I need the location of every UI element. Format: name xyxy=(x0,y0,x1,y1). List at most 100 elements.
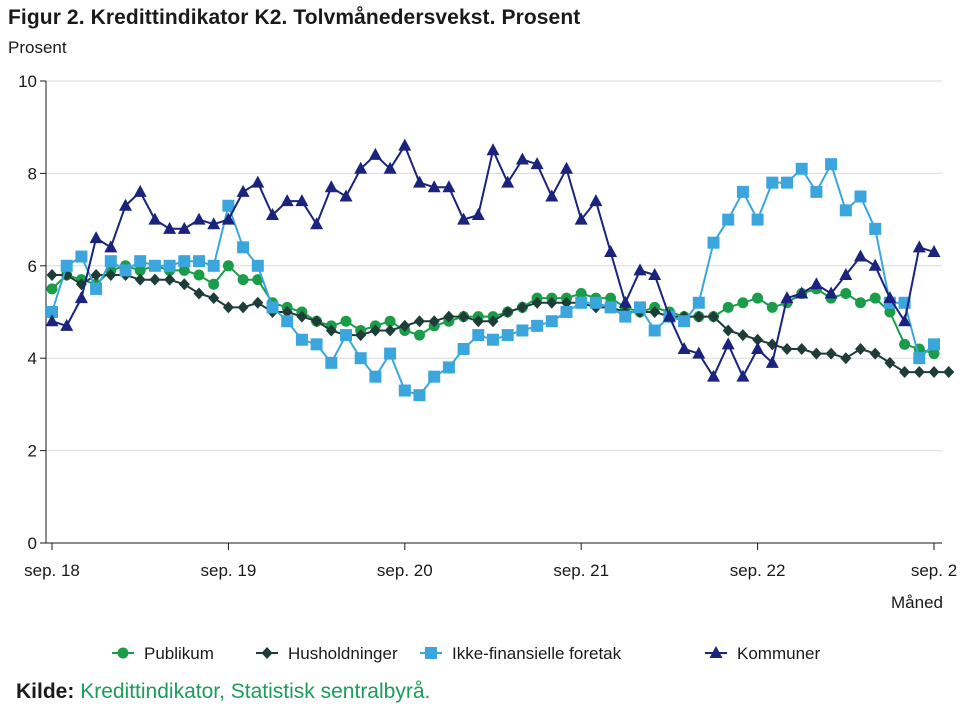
data-point-ikke-finansielle-foretak xyxy=(442,361,455,374)
data-point-husholdninger xyxy=(164,273,176,286)
data-point-husholdninger xyxy=(840,352,852,365)
data-point-kommuner xyxy=(633,263,647,276)
x-tick-label: sep. 19 xyxy=(201,561,257,580)
data-point-kommuner xyxy=(780,291,794,304)
data-point-husholdninger xyxy=(899,366,911,379)
legend: Publikum Husholdninger Ikke-finansielle fo… xyxy=(112,644,820,663)
data-point-ikke-finansielle-foretak xyxy=(604,301,617,314)
data-point-ikke-finansielle-foretak xyxy=(75,250,88,263)
data-point-ikke-finansielle-foretak xyxy=(692,296,705,309)
data-point-husholdninger xyxy=(752,333,764,346)
data-point-kommuner xyxy=(868,258,882,271)
data-point-kommuner xyxy=(589,194,603,207)
data-point-publikum xyxy=(340,315,352,327)
data-point-ikke-finansielle-foretak xyxy=(295,333,308,346)
data-point-kommuner xyxy=(501,175,515,188)
data-point-kommuner xyxy=(339,189,353,202)
data-point-ikke-finansielle-foretak xyxy=(193,255,205,268)
data-point-publikum xyxy=(575,288,587,300)
data-point-ikke-finansielle-foretak xyxy=(148,259,161,272)
data-point-publikum xyxy=(752,292,764,304)
data-point-husholdninger xyxy=(105,269,117,282)
legend-label: Publikum xyxy=(144,644,214,663)
data-point-ikke-finansielle-foretak xyxy=(736,185,749,198)
data-point-kommuner xyxy=(736,369,750,382)
legend-marker xyxy=(709,646,723,658)
data-point-ikke-finansielle-foretak xyxy=(222,199,235,212)
data-point-kommuner xyxy=(898,314,912,327)
data-point-husholdninger xyxy=(546,296,558,309)
data-point-ikke-finansielle-foretak xyxy=(810,185,823,198)
data-point-kommuner xyxy=(707,369,720,382)
data-point-publikum xyxy=(384,315,396,327)
data-point-kommuner xyxy=(148,212,162,225)
data-point-husholdninger xyxy=(928,366,940,379)
data-point-kommuner xyxy=(310,217,324,230)
data-point-ikke-finansielle-foretak xyxy=(251,259,264,272)
data-point-kommuner xyxy=(177,221,191,234)
y-tick-label: 10 xyxy=(18,72,37,91)
data-point-ikke-finansielle-foretak xyxy=(928,338,940,351)
data-point-husholdninger xyxy=(884,356,896,369)
data-point-husholdninger xyxy=(781,342,793,355)
data-point-husholdninger xyxy=(414,315,425,328)
data-point-ikke-finansielle-foretak xyxy=(501,329,514,342)
data-point-kommuner xyxy=(692,346,706,359)
data-point-husholdninger xyxy=(134,273,146,286)
legend-label: Kommuner xyxy=(737,644,820,663)
data-point-publikum xyxy=(737,297,749,309)
data-point-publikum xyxy=(252,274,264,286)
data-point-kommuner xyxy=(74,291,88,304)
data-point-publikum xyxy=(899,338,911,350)
data-point-kommuner xyxy=(677,341,691,354)
data-point-husholdninger xyxy=(561,296,572,309)
data-point-publikum xyxy=(193,269,205,281)
data-point-kommuner xyxy=(574,212,588,225)
source-line: Kilde: Kredittindikator, Statistisk sent… xyxy=(16,680,430,704)
data-point-husholdninger xyxy=(428,315,440,328)
data-point-ikke-finansielle-foretak xyxy=(340,329,352,342)
data-point-ikke-finansielle-foretak xyxy=(310,338,323,351)
x-axis-label: Måned xyxy=(891,593,943,612)
data-point-ikke-finansielle-foretak xyxy=(134,255,147,268)
data-point-kommuner xyxy=(839,268,853,281)
data-point-ikke-finansielle-foretak xyxy=(648,324,661,337)
data-point-husholdninger xyxy=(722,324,734,337)
data-point-ikke-finansielle-foretak xyxy=(457,342,470,355)
data-point-husholdninger xyxy=(825,347,837,360)
data-point-husholdninger xyxy=(855,342,866,355)
data-point-kommuner xyxy=(295,194,309,207)
series-kommuner xyxy=(45,138,941,382)
data-point-kommuner xyxy=(457,212,471,225)
data-point-ikke-finansielle-foretak xyxy=(545,315,558,328)
data-point-ikke-finansielle-foretak xyxy=(384,347,397,360)
data-point-husholdninger xyxy=(737,329,749,342)
data-point-husholdninger xyxy=(178,278,190,291)
data-point-ikke-finansielle-foretak xyxy=(869,222,882,235)
data-point-kommuner xyxy=(163,221,177,234)
data-point-ikke-finansielle-foretak xyxy=(854,190,867,203)
data-point-publikum xyxy=(928,348,940,360)
data-point-ikke-finansielle-foretak xyxy=(678,315,691,328)
legend-marker xyxy=(425,647,437,659)
data-point-ikke-finansielle-foretak xyxy=(207,259,220,272)
y-tick-label: 4 xyxy=(28,349,37,368)
data-point-kommuner xyxy=(383,161,397,174)
data-point-publikum xyxy=(722,301,734,313)
data-point-kommuner xyxy=(324,180,338,193)
data-point-husholdninger xyxy=(810,347,822,360)
data-point-kommuner xyxy=(427,180,441,193)
source-label: Kilde: xyxy=(16,680,75,703)
data-point-kommuner xyxy=(45,314,59,327)
data-point-husholdninger xyxy=(531,296,543,309)
data-point-kommuner xyxy=(765,355,779,368)
legend-marker xyxy=(117,647,129,659)
data-point-kommuner xyxy=(648,268,662,281)
legend-item-kommuner: Kommuner xyxy=(705,644,820,663)
data-point-kommuner xyxy=(133,184,147,197)
data-point-husholdninger xyxy=(237,301,249,314)
data-point-husholdninger xyxy=(943,366,955,379)
data-point-ikke-finansielle-foretak xyxy=(354,352,367,365)
data-point-kommuner xyxy=(545,189,559,202)
data-point-ikke-finansielle-foretak xyxy=(281,315,294,328)
